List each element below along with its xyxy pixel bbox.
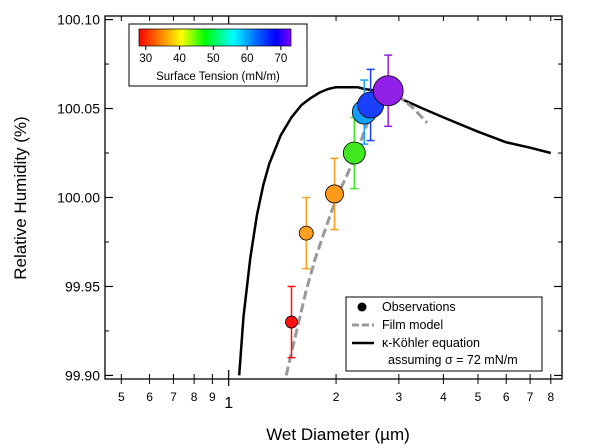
y-tick-label: 99.90 [65,367,100,383]
legend-observations-marker [357,302,367,312]
legend-observations-label: Observations [382,300,456,314]
film-model-line [284,91,429,376]
x-minor-tick-label: 2 [333,390,340,404]
colorbar-tick-label: 70 [274,53,287,65]
y-tick-label: 100.10 [57,12,100,28]
legend-kohler-label: κ-Köhler equation [382,336,480,350]
observation-point [285,315,298,329]
y-tick-label: 100.00 [57,190,100,206]
x-minor-tick-label: 3 [396,390,403,404]
x-minor-tick-label: 7 [527,390,534,404]
observation-point [325,184,344,204]
x-minor-tick-label: 8 [191,390,198,404]
colorbar-tick-label: 60 [241,53,254,65]
observation-point [342,141,366,165]
x-minor-tick-label: 7 [170,390,177,404]
x-minor-tick-label: 8 [547,390,554,404]
legend-film-model-label: Film model [382,318,443,332]
x-minor-tick-label: 6 [146,390,153,404]
legend: Observations Film model κ-Köhler equatio… [345,296,543,372]
colorbar-tick-label: 30 [139,53,152,65]
y-axis-title: Relative Humidity (%) [11,116,30,279]
x-minor-tick-label: 6 [503,390,510,404]
colorbar: 30 40 50 60 70 Surface Tension (mN/m) [128,23,308,87]
observation-point [372,75,404,107]
colorbar-tick-label: 40 [173,53,186,65]
x-minor-tick-label: 5 [118,390,125,404]
x-minor-tick-label: 5 [475,390,482,404]
legend-note: assuming σ = 72 mN/m [388,353,518,367]
x-axis-title: Wet Diameter (µm) [266,425,410,444]
colorbar-tick-label: 50 [207,53,220,65]
y-tick-label: 100.05 [57,101,100,117]
x-minor-tick-label: 4 [440,390,447,404]
x-minor-tick-label: 9 [209,390,216,404]
colorbar-gradient [138,28,292,47]
y-tick-label: 99.95 [65,278,100,294]
x-tick-label: 1 [224,395,233,412]
colorbar-label: Surface Tension (mN/m) [156,71,280,83]
kohler-curve [237,85,552,376]
observation-point [298,225,314,241]
